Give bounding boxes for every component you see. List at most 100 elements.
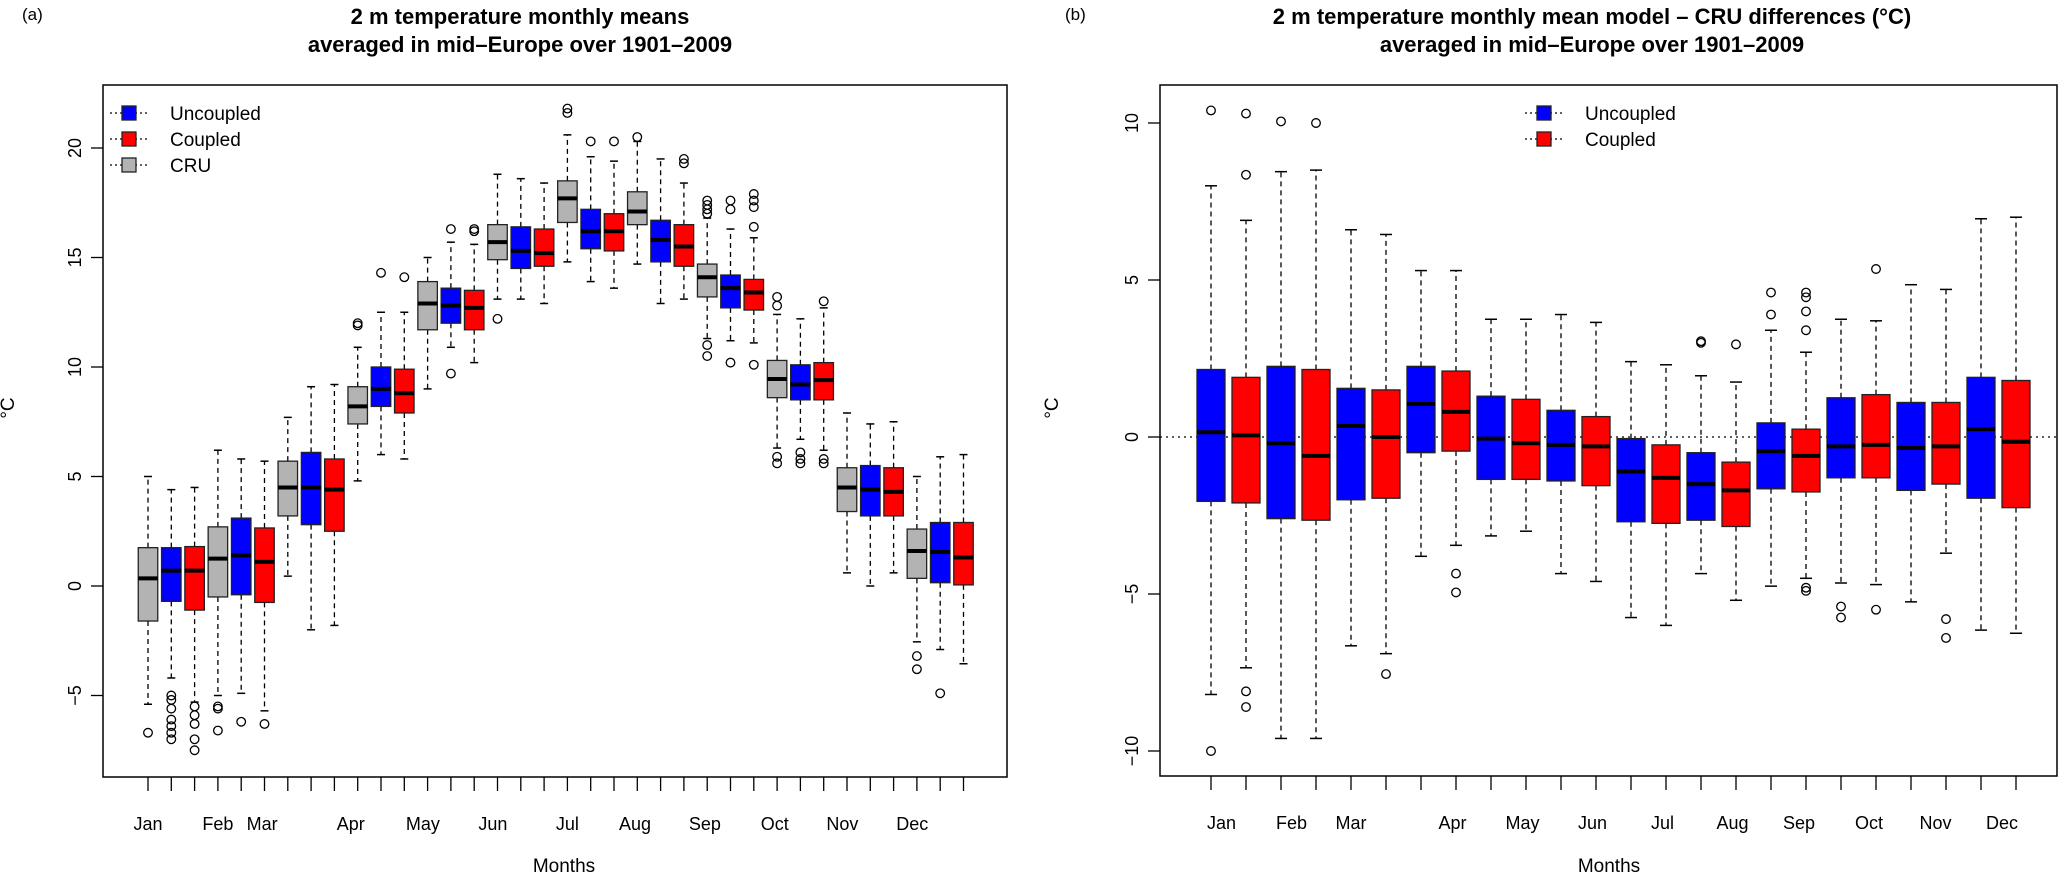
box-iqr [1231, 376, 1261, 504]
box-mar-uncoupled [300, 385, 322, 631]
box-feb-cru [207, 449, 229, 736]
outlier-point [399, 272, 410, 283]
box-feb-coupled [1301, 118, 1331, 740]
box-iqr [393, 368, 415, 414]
box-dec-coupled [953, 453, 974, 665]
outlier-point [189, 745, 200, 756]
outlier-point [189, 701, 200, 712]
outlier-point [1381, 669, 1391, 680]
box-mar-uncoupled [1336, 229, 1366, 647]
x-tick-label-feb: Feb [1276, 813, 1307, 833]
outlier-point [1311, 118, 1321, 128]
box-iqr [1511, 398, 1541, 481]
outlier-point [725, 195, 736, 206]
box-jan-coupled [184, 486, 206, 756]
panel-a-x-axis-label: Months [533, 856, 595, 877]
box-iqr [1756, 422, 1786, 490]
outlier-point [818, 454, 829, 464]
outlier-point [445, 224, 456, 234]
x-tick-label-oct: Oct [1855, 813, 1883, 833]
box-jan-uncoupled [160, 488, 182, 745]
box-iqr [1721, 461, 1751, 528]
box-iqr [137, 547, 159, 622]
panel-b-title-line2: averaged in mid–Europe over 1901–2009 [1380, 32, 1804, 57]
outlier-point [702, 199, 713, 210]
outlier-point [166, 734, 177, 745]
box-dec-uncoupled [929, 456, 951, 699]
legend-label-cru: CRU [170, 156, 211, 177]
box-iqr [1616, 437, 1646, 523]
box-jun-uncoupled [510, 177, 532, 300]
outlier-point [772, 458, 783, 469]
legend-swatch-coupled [1536, 131, 1552, 147]
outlier-point [166, 721, 177, 732]
box-feb-uncoupled [230, 458, 252, 727]
box-oct-uncoupled [790, 318, 811, 469]
x-tick-label-dec: Dec [1986, 813, 2018, 833]
y-tick-label: 15 [65, 247, 85, 267]
y-tick-label: 20 [65, 138, 85, 158]
box-iqr [836, 467, 858, 513]
panel-b-label: (b) [1065, 5, 1086, 24]
box-iqr [1196, 368, 1226, 503]
box-iqr [1931, 401, 1961, 485]
legend: Uncoupled Coupled CRU [110, 104, 261, 177]
legend-swatch-cru [121, 157, 137, 173]
box-iqr [696, 263, 718, 298]
box-sep-uncoupled [720, 195, 741, 368]
outlier-point [1241, 702, 1251, 712]
legend: Uncoupled Coupled [1525, 104, 1676, 151]
outlier-point [1801, 585, 1811, 596]
outlier-point [702, 195, 713, 206]
panel-b-plot: −10 −5 0 5 10 Jan Feb Mar Apr May Jun Jul Aug Sep Oct N… [1122, 84, 2058, 833]
box-iqr [1791, 428, 1821, 493]
y-tick-label: 0 [65, 581, 85, 591]
box-iqr [184, 545, 206, 611]
box-jun-cru [487, 173, 508, 324]
box-apr-uncoupled [1406, 269, 1436, 558]
y-tick-label: −5 [1122, 584, 1142, 605]
x-tick-label-jan: Jan [1207, 813, 1236, 833]
panel-a-y-axis-label: °C [0, 397, 19, 418]
box-jun-uncoupled [1546, 313, 1576, 575]
outlier-point [189, 710, 200, 721]
box-aug-uncoupled [650, 158, 671, 305]
box-jan-coupled [1231, 108, 1261, 712]
outlier-point [1451, 568, 1461, 579]
outlier-point [212, 725, 223, 736]
box-sep-cru [696, 195, 718, 362]
box-apr-uncoupled [370, 267, 392, 456]
outlier-point [1696, 336, 1706, 347]
box-iqr [207, 526, 229, 598]
x-tick-label-jul: Jul [1651, 813, 1674, 833]
box-iqr [1371, 389, 1401, 499]
box-iqr [510, 226, 532, 270]
outlier-point [166, 714, 177, 725]
box-sep-coupled [743, 189, 765, 370]
y-tick-label: 5 [1122, 275, 1142, 285]
x-tick-label-may: May [1505, 813, 1539, 833]
y-tick-label: 10 [65, 357, 85, 377]
box-iqr [533, 228, 555, 267]
box-iqr [370, 366, 392, 408]
outlier-point [772, 300, 783, 311]
x-tick-label-aug: Aug [619, 814, 651, 834]
box-aug-coupled [1721, 339, 1751, 602]
box-feb-coupled [254, 460, 275, 729]
x-tick-label-jun: Jun [1578, 813, 1607, 833]
outlier-point [562, 103, 573, 114]
outlier-point [189, 734, 200, 745]
box-nov-uncoupled [859, 423, 881, 587]
outlier-point [1731, 339, 1741, 350]
legend-swatch-coupled [121, 131, 137, 147]
outlier-point [1766, 287, 1776, 298]
panel-b-y-axis-label: °C [1042, 397, 1063, 418]
y-tick-label: 5 [65, 471, 85, 481]
box-iqr [417, 280, 439, 331]
box-iqr [1581, 415, 1611, 487]
legend-label-uncoupled: Uncoupled [1585, 104, 1676, 125]
box-may-coupled [463, 224, 485, 364]
box-apr-coupled [393, 272, 415, 460]
box-iqr [790, 364, 811, 401]
